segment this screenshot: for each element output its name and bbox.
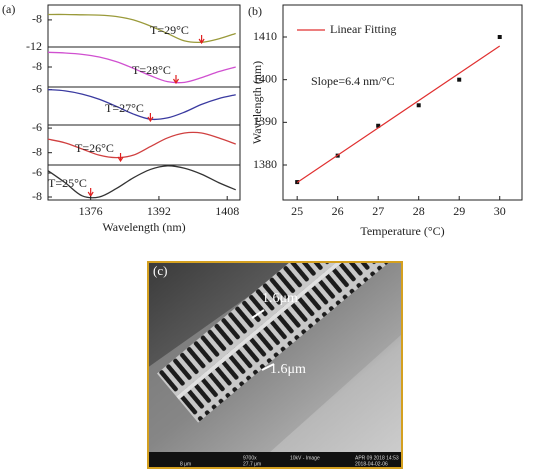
grating (149, 263, 401, 467)
y-tick-label: 1380 (253, 157, 277, 171)
annotation: T=27°C (105, 101, 144, 115)
dip-arrow (172, 75, 180, 85)
y-tick-label: -8 (32, 12, 42, 26)
dip-arrow (117, 153, 124, 163)
y-tick-label: -6 (32, 81, 42, 95)
annotation: Slope=6.4 nm/°C (311, 74, 395, 88)
dip-arrow (147, 113, 154, 123)
status-text: APR 09 2018 14:53 (355, 455, 399, 461)
annotation: T=25°C (48, 176, 87, 190)
data-point (497, 35, 502, 40)
x-tick-label: 1392 (147, 204, 171, 218)
scale-label: 1.6μm (270, 362, 306, 377)
spectrum-line (47, 88, 236, 121)
dip-arrow (87, 188, 94, 198)
spectrum-line (47, 131, 236, 159)
y-axis-label: Wavelength (nm) (250, 61, 264, 144)
panel-label: (b) (248, 4, 262, 18)
dip-arrow (198, 35, 205, 45)
x-tick-label: 26 (332, 204, 344, 218)
annotation: T=28°C (132, 63, 171, 77)
x-axis-label: Temperature (°C) (360, 224, 444, 238)
legend-label: Linear Fitting (330, 22, 396, 36)
y-tick-label: -6 (32, 120, 42, 134)
status-text: 2018-04-02-06 (355, 461, 388, 467)
x-tick-label: 1376 (79, 204, 103, 218)
x-tick-label: 27 (372, 204, 384, 218)
spectrum-line (47, 51, 236, 84)
y-tick-label: 1410 (253, 29, 277, 43)
annotation: T=26°C (75, 141, 114, 155)
status-text: 8 μm (180, 461, 191, 467)
data-point (376, 123, 381, 128)
x-tick-label: 1408 (215, 204, 239, 218)
x-tick-label: 30 (494, 204, 506, 218)
x-tick-label: 25 (291, 204, 303, 218)
y-tick-label: -12 (26, 39, 42, 53)
y-tick-label: -8 (32, 189, 42, 203)
scale-label: 1.6μm (262, 291, 298, 306)
plot-frame (282, 4, 523, 201)
panel-label: (a) (2, 2, 15, 16)
status-text: 9700x (243, 455, 257, 461)
y-tick-label: 1390 (253, 114, 277, 128)
spectrum-line (47, 13, 236, 44)
fit-line (296, 45, 501, 184)
x-tick-label: 29 (453, 204, 465, 218)
x-axis-label: Wavelength (nm) (102, 220, 185, 234)
data-point (457, 77, 462, 82)
y-tick-label: -6 (32, 165, 42, 179)
panel-label: (c) (153, 263, 167, 278)
status-text: 27.7 μm (243, 461, 261, 467)
y-tick-label: -8 (32, 144, 42, 158)
data-point (416, 103, 421, 108)
annotation: T=29°C (150, 23, 189, 37)
y-tick-label: 1400 (253, 71, 277, 85)
y-tick-label: -8 (32, 59, 42, 73)
status-text: 10kV - Image (290, 455, 320, 461)
spectrum-line (47, 165, 236, 199)
sem-image: (c) 1.6μm 1.6μm 8 μm 9700x 10kV - Image … (147, 261, 403, 469)
x-tick-label: 28 (413, 204, 425, 218)
subplot-frame (47, 164, 241, 201)
